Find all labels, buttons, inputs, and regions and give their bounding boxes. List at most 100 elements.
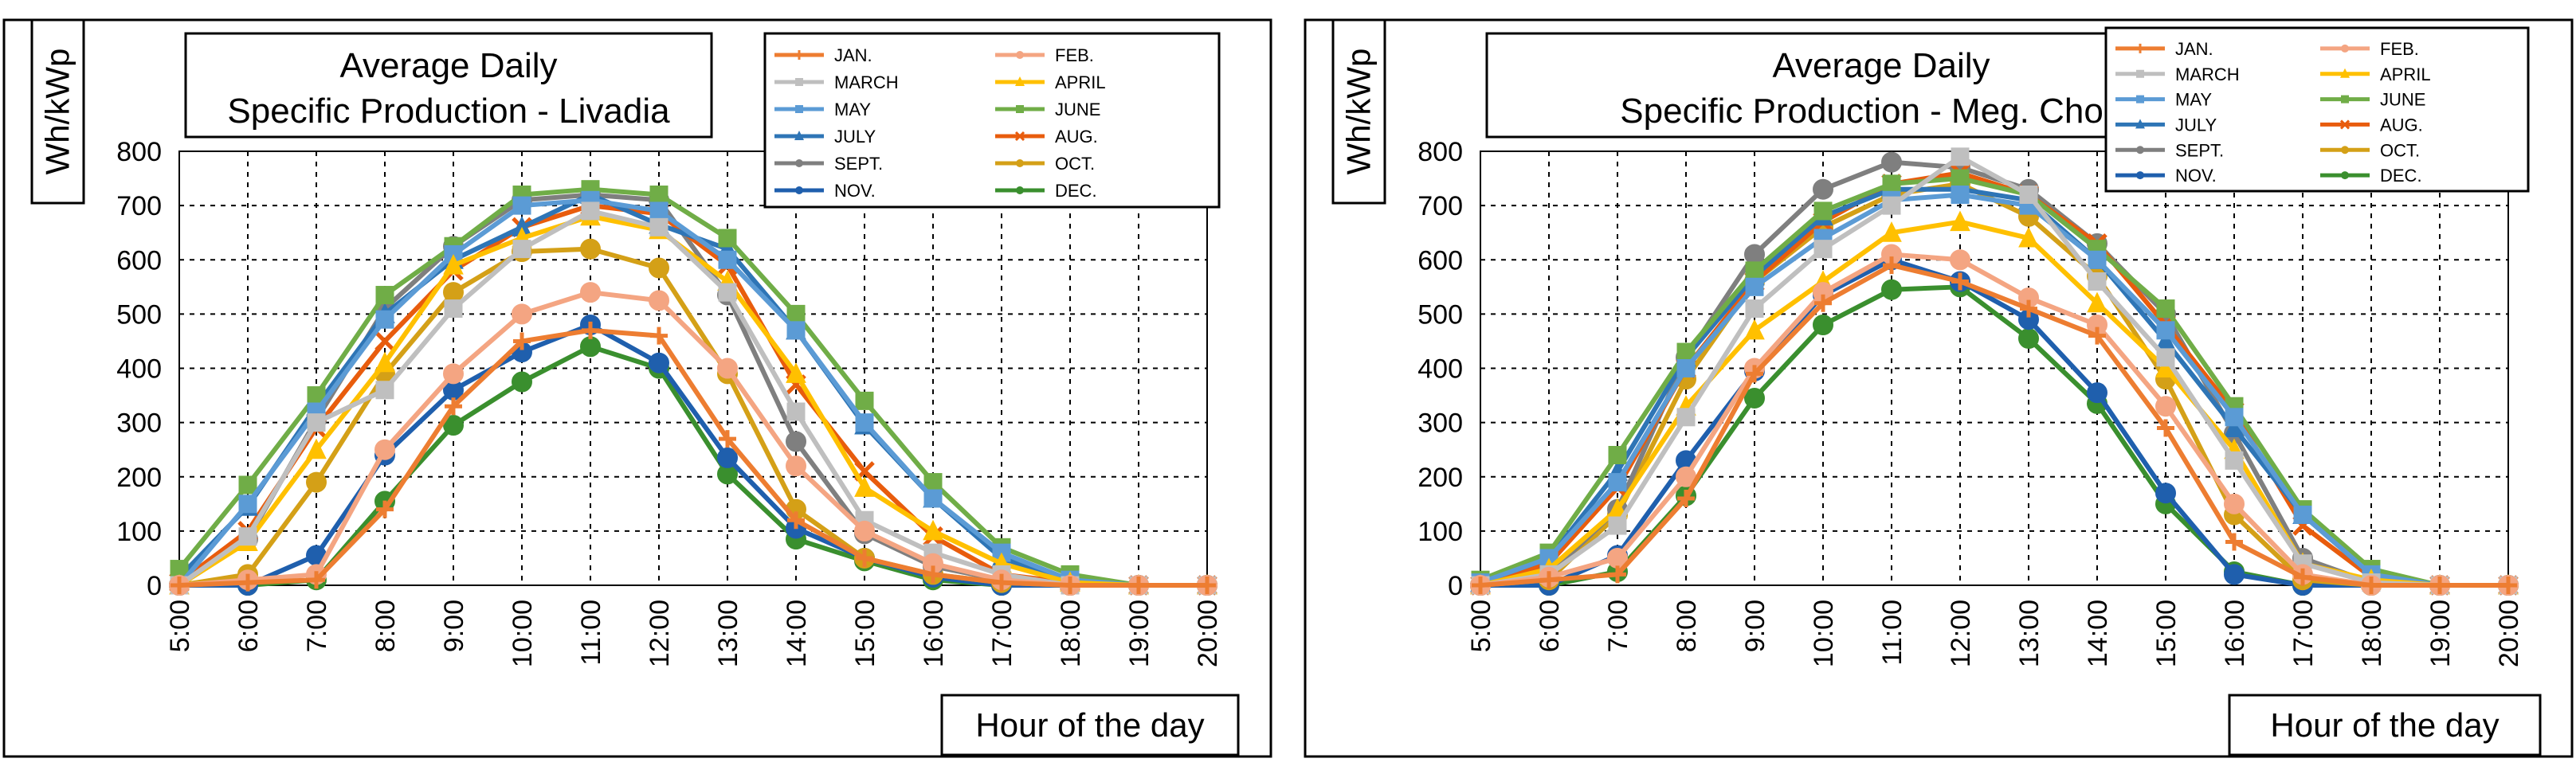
data-point xyxy=(307,413,326,432)
data-point xyxy=(786,304,806,323)
data-point xyxy=(1950,249,1970,271)
legend-marker xyxy=(794,50,804,60)
data-point xyxy=(718,250,737,269)
y-tick-label: 0 xyxy=(147,571,162,601)
y-tick-label: 0 xyxy=(1448,571,1463,601)
legend-marker xyxy=(795,159,803,167)
data-point xyxy=(2431,577,2449,594)
title-box xyxy=(184,32,713,139)
data-point xyxy=(1745,261,1764,280)
data-point xyxy=(1744,387,1765,409)
x-tick-label: 16:00 xyxy=(2220,600,2250,667)
data-point xyxy=(1608,516,1627,535)
y-tick-labels: 0 100 200 300 400 500 600 700 800 xyxy=(116,137,162,601)
data-point xyxy=(2224,493,2245,514)
x-tick-label: 5:00 xyxy=(1466,600,1496,652)
legend-marker xyxy=(1016,159,1024,167)
x-tick-label: 15:00 xyxy=(2151,600,2182,667)
data-point xyxy=(717,358,738,379)
legend-label: SEPT. xyxy=(2175,140,2224,160)
data-point xyxy=(2225,533,2243,551)
legend-marker xyxy=(795,186,803,194)
legend-label: MAY xyxy=(834,100,871,119)
data-point xyxy=(306,471,327,493)
legend-item: APRIL xyxy=(995,72,1106,92)
x-tick-label: 6:00 xyxy=(233,600,264,652)
x-tick-label: 18:00 xyxy=(1056,600,1086,667)
legend-marker xyxy=(2136,69,2144,78)
legend-item: NOV. xyxy=(774,181,876,201)
legend-item: MARCH xyxy=(774,72,899,92)
data-point xyxy=(2018,328,2039,350)
legend-item: JAN. xyxy=(2115,39,2213,59)
data-point xyxy=(171,577,188,594)
data-point xyxy=(719,430,736,448)
series-line xyxy=(1480,263,2508,588)
chart-livadia-svg: 0 100 200 300 400 500 600 700 800 5:00 6:00 7:00 8:0… xyxy=(2,18,1272,758)
series-group xyxy=(169,180,1217,596)
data-point xyxy=(443,282,464,303)
legend: JAN. FEB. MARCH APRIL MAY JUNE JULY AUG. SEPT. OC… xyxy=(763,32,1221,209)
legend-box xyxy=(2104,26,2530,193)
legend-label: JAN. xyxy=(2175,39,2213,59)
data-point xyxy=(2156,321,2175,340)
data-point xyxy=(1951,169,1970,188)
legend-item: MAY xyxy=(2115,90,2212,110)
data-point xyxy=(1881,221,1902,242)
data-point xyxy=(1814,294,1832,312)
series-line xyxy=(1480,154,2508,588)
legend-item: MARCH xyxy=(2115,65,2240,84)
data-point xyxy=(2500,577,2517,594)
x-tick-label: 15:00 xyxy=(850,600,880,667)
data-point xyxy=(2156,299,2175,319)
x-axis-label-box xyxy=(940,694,1240,756)
data-point xyxy=(306,438,327,459)
legend-marker xyxy=(795,105,803,113)
legend-label: APRIL xyxy=(2380,65,2431,84)
legend-item: DEC. xyxy=(995,181,1097,201)
data-point xyxy=(650,326,668,345)
legend-label: FEB. xyxy=(1055,45,1094,65)
data-point xyxy=(923,489,943,508)
data-point xyxy=(1677,490,1695,507)
legend-item: AUG. xyxy=(995,127,1098,147)
data-point xyxy=(1676,408,1696,427)
legend-item: NOV. xyxy=(2115,166,2217,186)
data-point xyxy=(512,240,531,259)
x-tick-label: 20:00 xyxy=(2494,600,2524,667)
data-point xyxy=(786,431,806,452)
legend-item: JULY xyxy=(2115,115,2217,135)
legend-label: JUNE xyxy=(2380,90,2425,110)
legend-marker xyxy=(794,131,804,140)
y-tick-label: 500 xyxy=(1417,299,1463,330)
legend-marker xyxy=(1016,51,1024,59)
x-tick-labels: 5:00 6:00 7:00 8:00 9:00 10:00 11:00 12:00 13:00… xyxy=(1466,600,2524,667)
data-point xyxy=(2225,408,2244,427)
x-axis-label-box xyxy=(2228,694,2542,756)
data-point xyxy=(1472,577,1489,594)
x-tick-label: 17:00 xyxy=(987,600,1017,667)
data-point xyxy=(2293,505,2312,524)
legend-label: JUNE xyxy=(1055,100,1100,119)
legend-label: JULY xyxy=(2175,115,2217,135)
legend-item: FEB. xyxy=(995,45,1094,65)
y-tick-label: 300 xyxy=(1417,409,1463,439)
legend-marker xyxy=(1016,105,1024,113)
data-point xyxy=(1744,244,1765,265)
y-tick-label: 400 xyxy=(1417,354,1463,385)
legend-item: JAN. xyxy=(774,45,872,65)
data-point xyxy=(375,310,394,329)
y-tick-label: 200 xyxy=(116,463,162,493)
legend-label: AUG. xyxy=(2380,115,2423,135)
x-tick-label: 11:00 xyxy=(576,600,606,666)
data-point xyxy=(374,351,395,373)
y-tick-label: 600 xyxy=(116,245,162,276)
data-point xyxy=(1951,186,1970,204)
data-point xyxy=(376,500,394,518)
legend-marker xyxy=(1015,76,1025,86)
data-point xyxy=(1950,210,1970,232)
data-point xyxy=(239,573,257,592)
data-point xyxy=(1813,178,1833,200)
data-point xyxy=(443,415,464,436)
data-point xyxy=(2157,419,2174,437)
